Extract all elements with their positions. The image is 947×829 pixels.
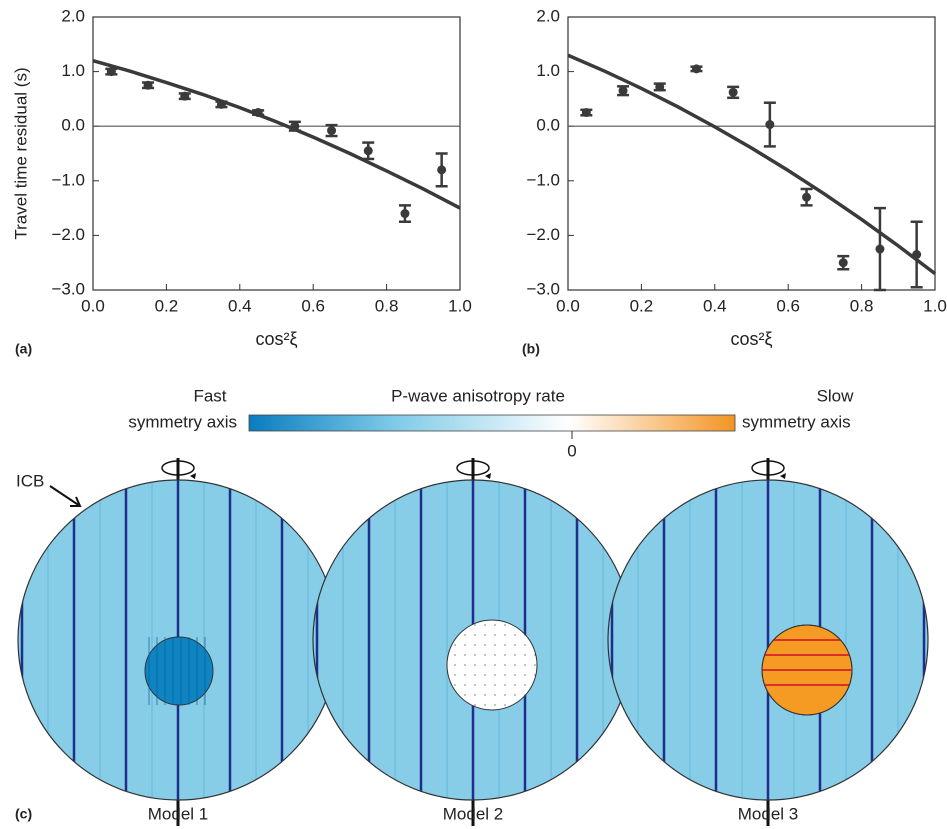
data-point — [912, 250, 922, 260]
y-tick-label: 1.0 — [536, 61, 560, 80]
panel-label: (c) — [15, 806, 32, 822]
plot-frame — [567, 16, 936, 291]
y-tick-label: −2.0 — [51, 225, 85, 244]
y-axis-label: Travel time residual (s) — [11, 67, 30, 239]
panel-label: (b) — [522, 341, 540, 357]
data-point — [838, 258, 848, 268]
x-tick-label: 0.2 — [630, 296, 654, 315]
model-label: Model 1 — [148, 804, 208, 823]
innermost-core — [446, 619, 538, 711]
x-axis-label: cos²ξ — [255, 329, 297, 349]
rotation-arrowhead — [780, 473, 786, 479]
data-point — [875, 244, 885, 254]
colorbar — [248, 414, 736, 432]
data-point — [106, 67, 116, 77]
y-tick-label: −3.0 — [526, 279, 560, 298]
y-tick-label: −1.0 — [526, 170, 560, 189]
x-tick-label: 0.0 — [81, 296, 105, 315]
colorbar-zero: 0 — [567, 441, 576, 460]
data-point — [363, 146, 373, 156]
data-point — [655, 82, 665, 92]
y-tick-label: 0.0 — [536, 116, 560, 135]
colorbar-title: P-wave anisotropy rate — [391, 386, 565, 405]
data-point — [143, 80, 153, 90]
x-axis-label: cos²ξ — [730, 329, 772, 349]
rotation-arrow — [456, 460, 490, 476]
rotation-arrow — [751, 460, 785, 476]
fit-curve — [92, 58, 461, 210]
data-point — [437, 165, 447, 175]
innermost-core — [144, 636, 214, 706]
data-point — [253, 108, 263, 118]
data-point — [290, 121, 300, 131]
data-point — [691, 64, 701, 74]
fast-label: symmetry axis — [128, 412, 237, 431]
y-tick-label: −3.0 — [51, 279, 85, 298]
data-point — [618, 86, 628, 96]
data-point — [581, 108, 591, 118]
x-tick-label: 0.2 — [155, 296, 179, 315]
slow-label: Slow — [817, 386, 855, 405]
y-tick-label: −2.0 — [526, 225, 560, 244]
model-label: Model 2 — [443, 804, 503, 823]
y-tick-label: 1.0 — [61, 61, 85, 80]
data-point — [327, 126, 337, 136]
x-tick-label: 1.0 — [448, 296, 472, 315]
slow-label: symmetry axis — [742, 412, 851, 431]
rotation-arrow — [161, 460, 195, 476]
icb-label: ICB — [16, 471, 44, 490]
inner-core-outline — [607, 479, 929, 801]
panel-label: (a) — [15, 341, 32, 357]
x-tick-label: 1.0 — [923, 296, 947, 315]
model-label: Model 3 — [738, 804, 798, 823]
data-point — [802, 192, 812, 202]
data-point — [728, 87, 738, 97]
rotation-arrowhead — [485, 473, 491, 479]
fit-curve — [567, 53, 937, 276]
data-point — [180, 91, 190, 101]
x-tick-label: 0.6 — [776, 296, 800, 315]
x-tick-label: 0.6 — [301, 296, 325, 315]
data-point — [765, 120, 775, 130]
y-tick-label: 2.0 — [61, 6, 85, 25]
rotation-arrowhead — [190, 473, 196, 479]
x-tick-label: 0.0 — [556, 296, 580, 315]
innermost-stripes — [762, 639, 852, 686]
plot-frame — [92, 16, 461, 291]
data-point — [400, 209, 410, 219]
data-point — [216, 99, 226, 109]
x-tick-label: 0.8 — [850, 296, 874, 315]
y-tick-label: 2.0 — [536, 6, 560, 25]
x-tick-label: 0.4 — [228, 296, 252, 315]
icb-arrow — [49, 485, 82, 507]
y-tick-label: 0.0 — [61, 116, 85, 135]
x-tick-label: 0.4 — [703, 296, 727, 315]
innermost-outline — [761, 624, 853, 716]
y-tick-label: −1.0 — [51, 170, 85, 189]
fast-label: Fast — [193, 386, 226, 405]
x-tick-label: 0.8 — [375, 296, 399, 315]
